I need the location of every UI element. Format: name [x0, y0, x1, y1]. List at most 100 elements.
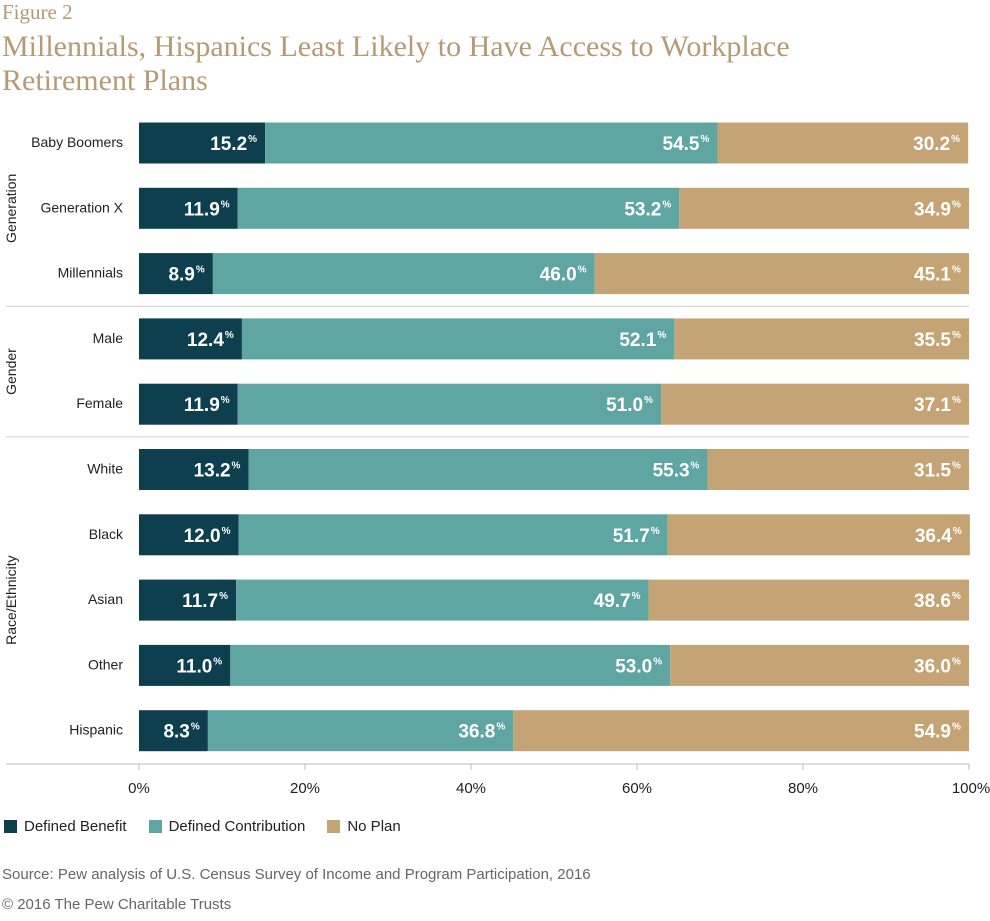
bar-defined-benefit-male [139, 318, 242, 360]
category-label-other: Other [88, 656, 123, 672]
data-label-suffix: % [952, 199, 961, 210]
legend-item-defined-contribution: Defined Contribution [148, 818, 306, 835]
category-label-generation-x: Generation X [41, 199, 124, 215]
data-label-no-plan-asian: 38.6 [914, 591, 951, 612]
legend-label: No Plan [347, 818, 401, 835]
legend-swatch-defined-contribution [148, 820, 162, 833]
category-label-female: Female [76, 395, 123, 411]
data-label-suffix: % [219, 591, 228, 602]
bar-no-plan-white [707, 449, 969, 490]
data-label-suffix: % [653, 656, 662, 667]
category-label-asian: Asian [88, 591, 123, 607]
data-label-defined-benefit-generation-x: 11.9 [184, 199, 220, 220]
data-label-defined-contribution-asian: 49.7 [594, 591, 631, 612]
data-label-suffix: % [225, 330, 234, 341]
data-label-no-plan-white: 31.5 [914, 461, 951, 482]
data-label-defined-benefit-female: 11.9 [184, 395, 220, 416]
data-label-suffix: % [644, 395, 653, 406]
data-label-defined-benefit-hispanic: 8.3 [163, 722, 189, 743]
bar-defined-benefit-hispanic [139, 710, 208, 752]
figure-label: Figure 2 [2, 0, 73, 24]
data-label-suffix: % [232, 461, 241, 472]
data-label-no-plan-hispanic: 54.9 [914, 722, 951, 743]
bar-defined-contribution-other [230, 644, 671, 686]
category-label-white: White [87, 461, 123, 477]
data-label-no-plan-other: 36.0 [914, 656, 951, 677]
data-label-suffix: % [196, 265, 205, 276]
data-label-suffix: % [248, 134, 257, 145]
legend-item-defined-benefit: Defined Benefit [4, 818, 127, 835]
x-tick-label: 80% [788, 780, 818, 797]
bar-defined-benefit-baby-boomers [139, 122, 266, 164]
data-label-defined-benefit-other: 11.0 [176, 656, 212, 677]
category-label-hispanic: Hispanic [69, 722, 123, 738]
bar-defined-benefit-millennials [139, 253, 213, 295]
data-label-suffix: % [221, 199, 230, 210]
data-label-suffix: % [952, 656, 961, 667]
bar-no-plan-generation-x [679, 187, 969, 229]
data-label-suffix: % [213, 656, 222, 667]
data-label-suffix: % [953, 526, 962, 537]
bar-defined-contribution-millennials [212, 253, 595, 295]
data-label-suffix: % [651, 526, 660, 537]
legend-label: Defined Contribution [168, 818, 306, 835]
data-label-suffix: % [662, 199, 671, 210]
data-label-defined-contribution-generation-x: 53.2 [624, 199, 661, 220]
legend-label: Defined Benefit [24, 818, 127, 835]
copyright-note: © 2016 The Pew Charitable Trusts [2, 896, 232, 913]
bar-defined-benefit-generation-x [139, 187, 238, 229]
bar-defined-contribution-generation-x [237, 187, 680, 229]
data-label-suffix: % [952, 265, 961, 276]
chart-title: Millennials, Hispanics Least Likely to H… [2, 30, 790, 97]
data-label-suffix: % [952, 591, 961, 602]
bar-defined-benefit-female [139, 383, 238, 425]
data-label-no-plan-generation-x: 34.9 [914, 199, 951, 220]
bar-no-plan-asian [648, 579, 969, 621]
bar-defined-benefit-black [139, 514, 239, 556]
x-tick-label: 0% [128, 780, 150, 797]
bar-defined-benefit-white [139, 449, 249, 490]
bar-no-plan-female [661, 383, 969, 425]
data-label-no-plan-baby-boomers: 30.2 [913, 134, 950, 155]
data-label-suffix: % [952, 395, 961, 406]
bar-defined-contribution-male [241, 318, 675, 360]
x-tick-label: 100% [952, 780, 990, 797]
data-label-defined-contribution-male: 52.1 [619, 330, 656, 351]
data-label-defined-benefit-baby-boomers: 15.2 [210, 134, 247, 155]
legend-swatch-defined-benefit [4, 820, 17, 833]
data-label-defined-contribution-female: 51.0 [606, 395, 643, 416]
category-label-black: Black [89, 526, 124, 542]
category-label-baby-boomers: Baby Boomers [31, 134, 123, 150]
legend: Defined Benefit Defined Contribution No … [4, 818, 423, 835]
data-label-defined-contribution-millennials: 46.0 [540, 265, 577, 286]
data-label-no-plan-millennials: 45.1 [914, 265, 951, 286]
data-label-defined-contribution-white: 55.3 [653, 461, 690, 482]
data-label-no-plan-male: 35.5 [914, 330, 951, 351]
x-tick-label: 20% [290, 780, 320, 797]
data-label-suffix: % [221, 395, 230, 406]
data-label-defined-benefit-male: 12.4 [187, 330, 224, 351]
data-label-suffix: % [496, 722, 505, 733]
bar-defined-benefit-other [139, 644, 231, 686]
data-label-defined-contribution-other: 53.0 [615, 656, 652, 677]
data-label-suffix: % [632, 591, 641, 602]
data-label-suffix: % [951, 134, 960, 145]
data-label-defined-benefit-black: 12.0 [184, 526, 221, 547]
bar-defined-contribution-female [237, 383, 662, 425]
data-label-defined-contribution-hispanic: 36.8 [458, 722, 495, 743]
data-label-suffix: % [578, 265, 587, 276]
bar-no-plan-other [670, 644, 969, 686]
data-label-defined-contribution-baby-boomers: 54.5 [663, 134, 700, 155]
group-label-gender: Gender [3, 348, 19, 395]
data-label-no-plan-female: 37.1 [914, 395, 951, 416]
data-label-defined-contribution-black: 51.7 [613, 526, 650, 547]
bar-no-plan-baby-boomers [717, 122, 969, 164]
group-label-generation: Generation [3, 174, 19, 243]
data-label-defined-benefit-white: 13.2 [194, 461, 231, 482]
x-tick-label: 40% [456, 780, 486, 797]
bar-defined-contribution-baby-boomers [265, 122, 718, 164]
bar-no-plan-hispanic [513, 710, 969, 752]
x-tick-label: 60% [622, 780, 652, 797]
bar-defined-contribution-asian [236, 579, 649, 621]
category-label-male: Male [93, 330, 124, 346]
